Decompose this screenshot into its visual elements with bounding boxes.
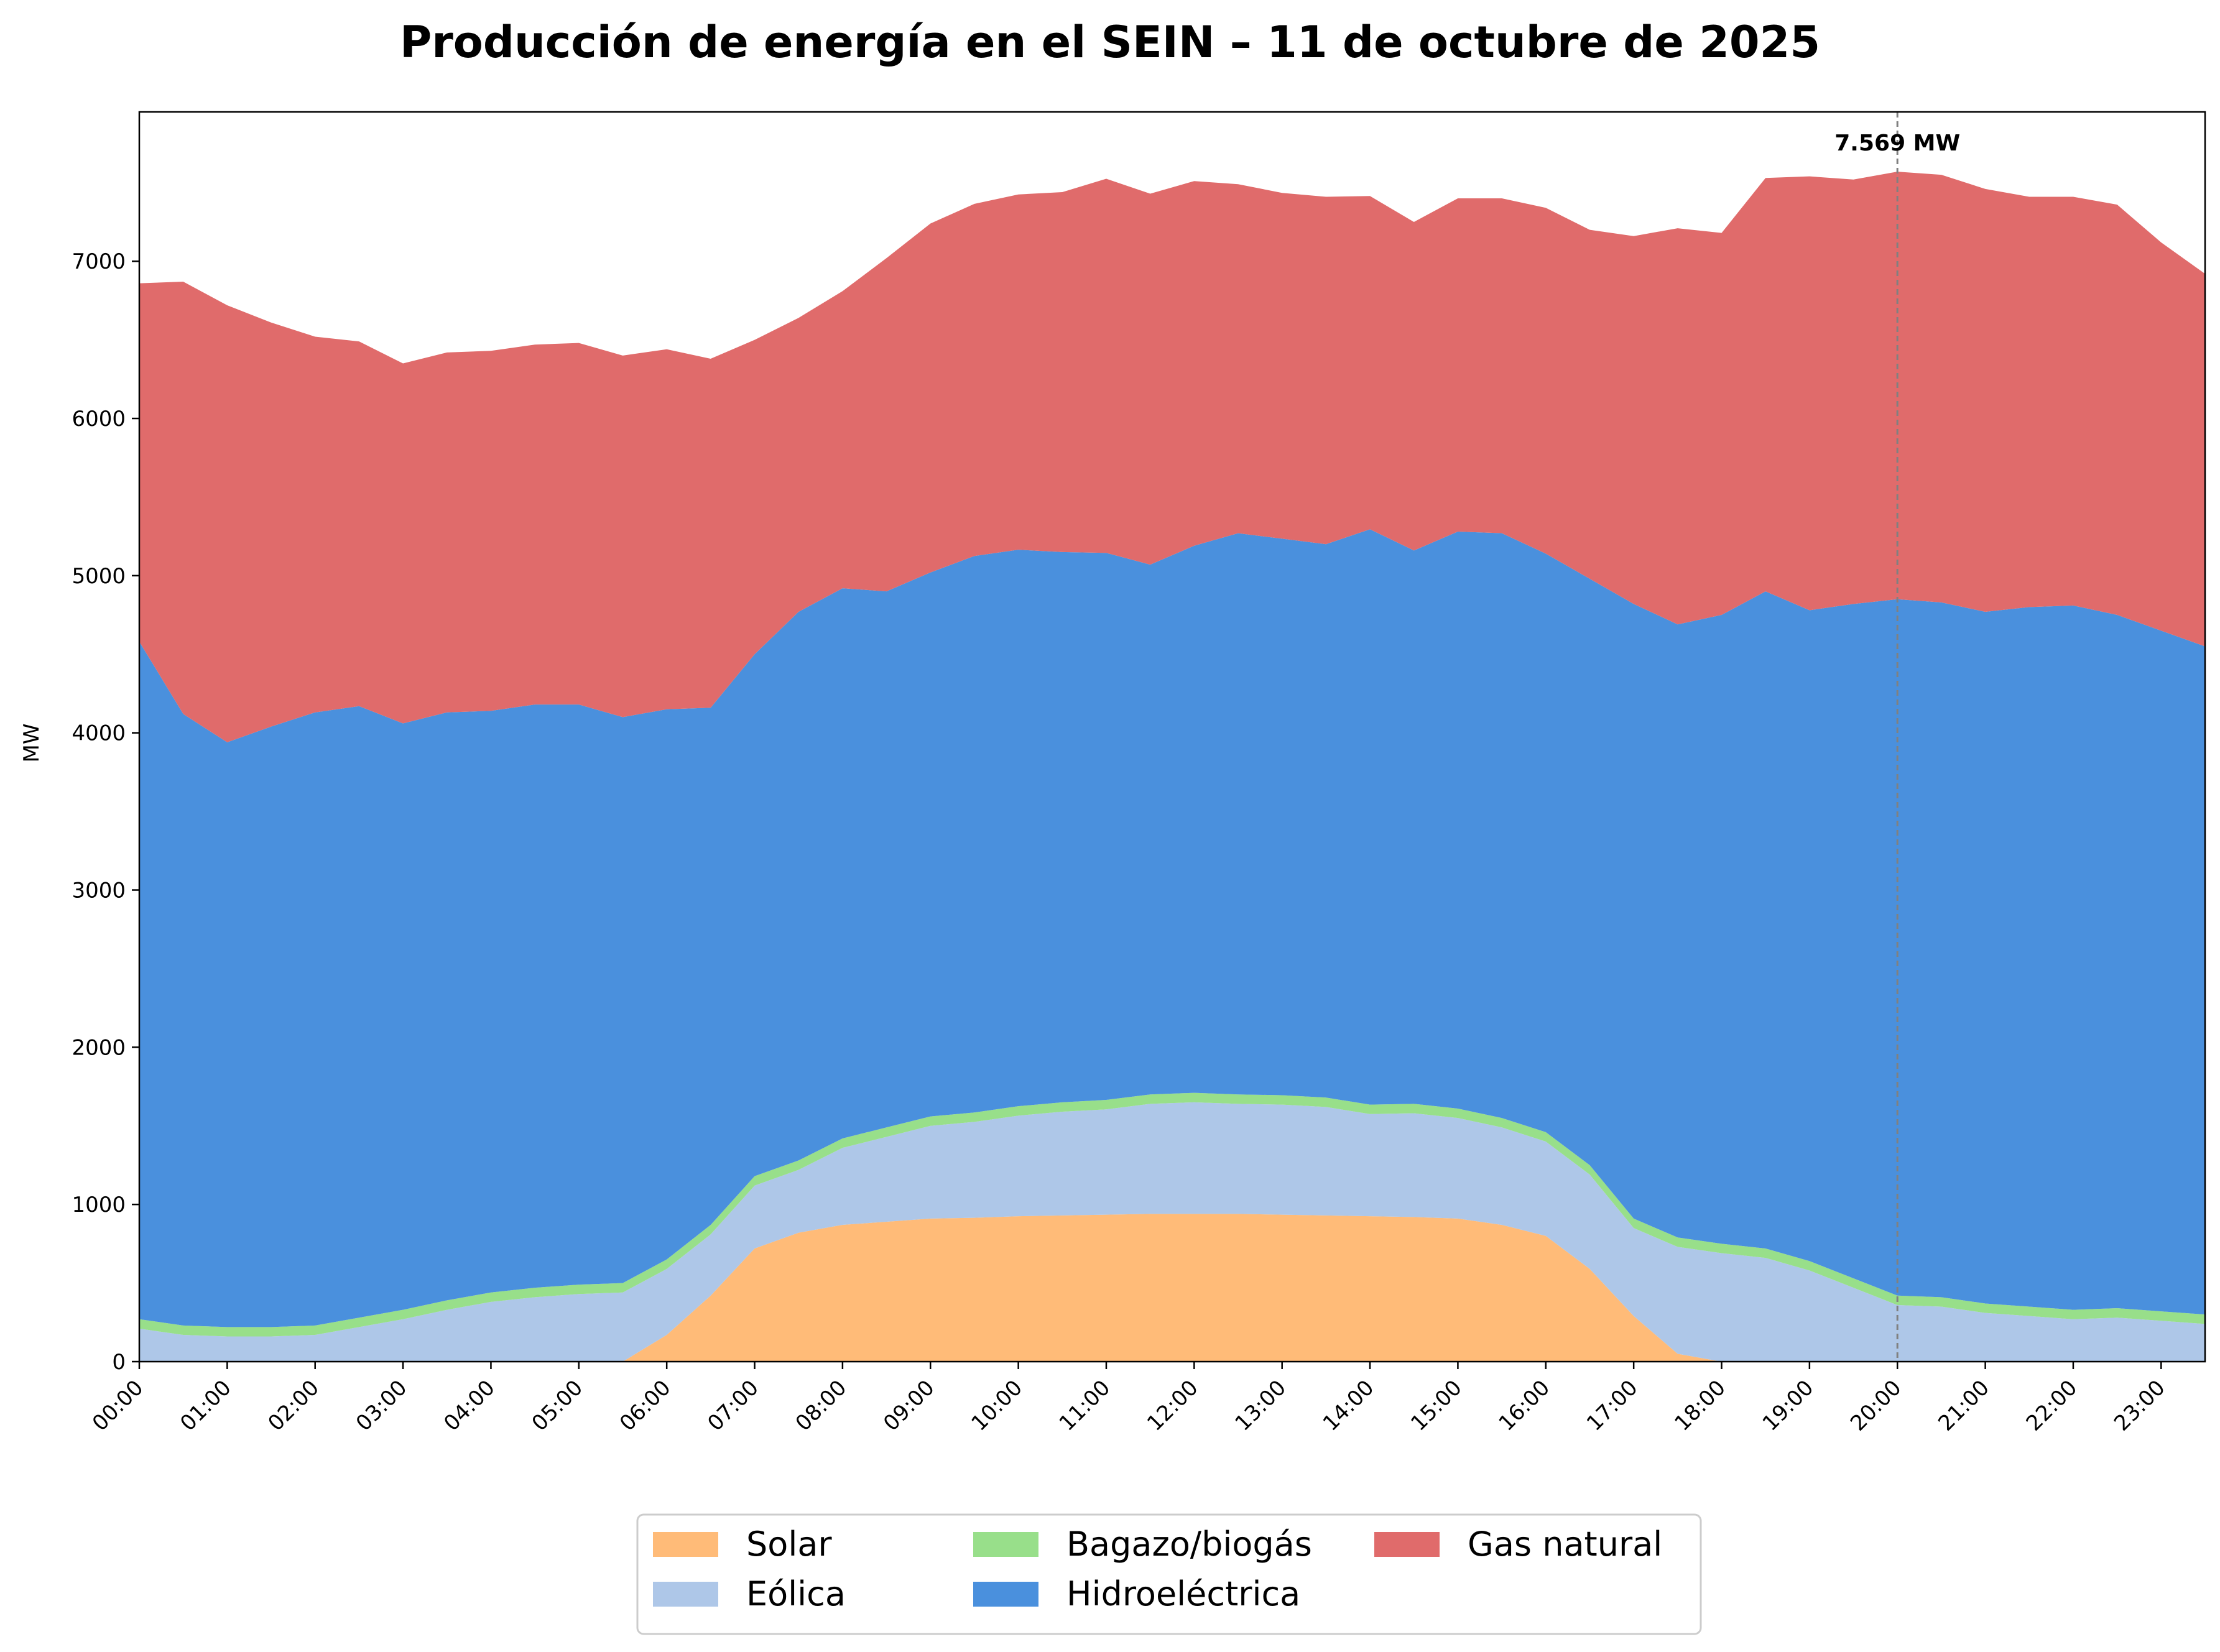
x-tick-label: 04:00 — [439, 1375, 500, 1436]
x-tick-label: 08:00 — [791, 1375, 852, 1436]
legend-swatch — [973, 1532, 1038, 1557]
area-bagazo-biogás — [139, 1092, 2205, 1337]
legend-swatch — [973, 1582, 1038, 1607]
x-tick-label: 15:00 — [1406, 1375, 1467, 1436]
x-tick-label: 03:00 — [351, 1375, 412, 1436]
x-tick-label: 14:00 — [1318, 1375, 1379, 1436]
x-tick-label: 12:00 — [1142, 1375, 1203, 1436]
area-solar — [139, 1214, 2205, 1362]
y-tick-label: 2000 — [72, 1035, 126, 1060]
x-tick-label: 06:00 — [615, 1375, 676, 1436]
x-tick-label: 21:00 — [1933, 1375, 1994, 1436]
legend-swatch — [653, 1582, 718, 1607]
x-tick-label: 07:00 — [703, 1375, 764, 1436]
legend-label: Bagazo/biogás — [1066, 1525, 1312, 1564]
x-tick-label: 11:00 — [1055, 1375, 1116, 1436]
peak-annotation: 7.569 MW — [1834, 112, 1960, 1362]
legend-label: Eólica — [746, 1574, 846, 1613]
legend: Solar Eólica Bagazo/biogás Hidroeléctrica Ga… — [636, 1513, 1702, 1635]
chart-title: Producción de energía en el SEIN – 11 de… — [400, 17, 1820, 68]
x-tick-label: 10:00 — [966, 1375, 1027, 1436]
legend-label: Gas natural — [1468, 1525, 1662, 1564]
x-tick-label: 17:00 — [1582, 1375, 1643, 1436]
stacked-areas — [139, 172, 2205, 1362]
x-tick-label: 09:00 — [879, 1375, 940, 1436]
legend-label: Solar — [746, 1525, 832, 1564]
y-tick-label: 5000 — [72, 564, 126, 589]
area-eólica — [139, 1102, 2205, 1362]
legend-swatch — [653, 1532, 718, 1557]
y-tick-label: 0 — [112, 1350, 126, 1375]
y-tick-label: 6000 — [72, 407, 126, 431]
x-tick-label: 19:00 — [1758, 1375, 1819, 1436]
legend-label: Hidroeléctrica — [1066, 1574, 1300, 1613]
x-tick-label: 16:00 — [1494, 1375, 1555, 1436]
y-tick-label: 3000 — [72, 879, 126, 903]
x-tick-label: 13:00 — [1230, 1375, 1291, 1436]
y-tick-label: 7000 — [72, 249, 126, 274]
plot-frame — [138, 111, 2206, 1363]
area-gas-natural — [139, 172, 2205, 742]
area-hidroeléctrica — [139, 529, 2205, 1327]
legend-swatch — [1374, 1532, 1440, 1557]
x-tick-label: 00:00 — [88, 1375, 149, 1436]
x-tick-label: 01:00 — [175, 1375, 236, 1436]
x-tick-label: 18:00 — [1670, 1375, 1731, 1436]
x-tick-label: 22:00 — [2022, 1375, 2083, 1436]
x-tick-label: 20:00 — [1846, 1375, 1907, 1436]
x-tick-label: 05:00 — [527, 1375, 588, 1436]
y-axis-label: MW — [19, 724, 44, 763]
x-tick-label: 23:00 — [2109, 1375, 2170, 1436]
peak-label: 7.569 MW — [1834, 131, 1960, 156]
x-tick-label: 02:00 — [264, 1375, 325, 1436]
y-tick-label: 1000 — [72, 1193, 126, 1217]
y-tick-label: 4000 — [72, 721, 126, 746]
